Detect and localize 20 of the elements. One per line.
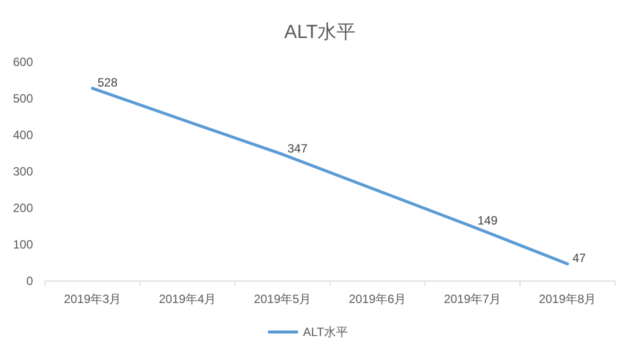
x-tick-label: 2019年4月 — [158, 292, 216, 306]
x-tick-label: 2019年5月 — [254, 292, 312, 306]
y-tick-label: 400 — [12, 128, 34, 142]
data-label: 47 — [572, 250, 586, 265]
x-tick-label: 2019年7月 — [444, 292, 502, 306]
y-tick-label: 300 — [12, 164, 34, 178]
data-label: 347 — [288, 141, 308, 156]
y-tick-label: 200 — [12, 201, 34, 215]
y-tick-label: 0 — [26, 274, 34, 288]
x-tick-label: 2019年6月 — [348, 292, 406, 306]
x-tick-label: 2019年3月 — [64, 292, 122, 306]
chart-title: ALT水平 — [284, 22, 356, 43]
data-label: 149 — [478, 214, 498, 228]
data-label: 528 — [98, 75, 118, 90]
line-series — [91, 86, 569, 266]
y-tick-label: 100 — [12, 238, 34, 252]
y-tick-label: 500 — [12, 92, 34, 106]
legend-label: ALT水平 — [303, 325, 348, 339]
y-tick-label: 600 — [12, 55, 34, 69]
x-tick-label: 2019年8月 — [538, 292, 596, 306]
